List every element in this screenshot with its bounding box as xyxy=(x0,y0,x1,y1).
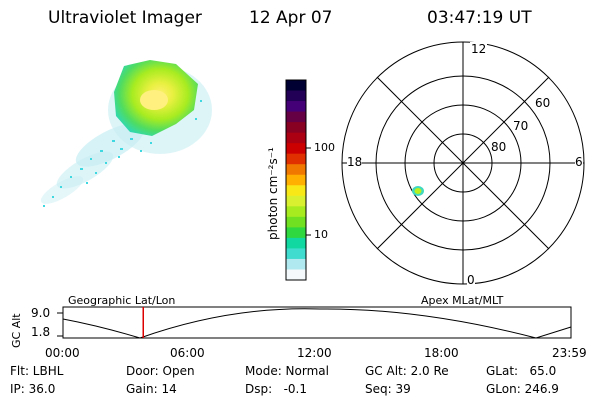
auroral-core xyxy=(140,90,168,110)
colorbar-cell xyxy=(286,101,306,113)
timeline-x-tick-1200: 12:00 xyxy=(297,346,332,360)
colorbar-cell xyxy=(286,132,306,144)
colorbar-cell xyxy=(286,174,306,186)
colorbar-cell xyxy=(286,227,306,239)
timeline-y-tick-max: 9.0 xyxy=(31,306,51,320)
polar-label-dusk: 18 xyxy=(347,155,363,169)
colorbar-cell xyxy=(286,269,306,281)
speckle-noise xyxy=(43,100,202,207)
info-seq: Seq: 39 xyxy=(365,382,411,396)
colorbar-cell xyxy=(286,143,306,155)
colorbar-tick-100: 100 xyxy=(314,141,335,154)
polar-label-dawn: 6 xyxy=(575,155,583,169)
timeline-x-tick-2359: 23:59 xyxy=(552,346,587,360)
info-filter: Flt: LBHL xyxy=(10,364,64,378)
colorbar-cell xyxy=(286,153,306,165)
polar-label-lat80: 80 xyxy=(491,140,507,154)
info-gain: Gain: 14 xyxy=(126,382,177,396)
info-glat: GLat: 65.0 xyxy=(486,364,557,378)
colorbar-cell xyxy=(286,248,306,260)
colorbar-cell xyxy=(286,90,306,102)
colorbar-tick-10: 10 xyxy=(314,228,328,241)
colorbar-cell xyxy=(286,80,306,92)
timeline-x-tick-0600: 06:00 xyxy=(170,346,205,360)
timeline-x-tick-0000: 00:00 xyxy=(45,346,80,360)
colorbar-cell xyxy=(286,111,306,123)
info-dsp: Dsp: -0.1 xyxy=(245,382,308,396)
polar-label-noon: 12 xyxy=(470,42,488,56)
time-label: 03:47:19 UT xyxy=(427,8,532,28)
colorbar-cell xyxy=(286,195,306,207)
colorbar-cell xyxy=(286,122,306,134)
colorbar-cell xyxy=(286,185,306,197)
colorbar-cell xyxy=(286,258,306,270)
altitude-curve xyxy=(62,308,572,339)
colorbar-cell xyxy=(286,237,306,249)
timeline-right-label: Apex MLat/MLT xyxy=(421,294,504,307)
polar-aurora-spot xyxy=(412,186,424,196)
info-mode: Mode: Normal xyxy=(245,364,329,378)
timeline-y-tick-min: 1.8 xyxy=(31,325,51,339)
info-door: Door: Open xyxy=(126,364,195,378)
polar-label-midnight: 0 xyxy=(467,273,475,287)
info-ip: IP: 36.0 xyxy=(10,382,56,396)
colorbar-cell xyxy=(286,206,306,218)
timeline-x-tick-1800: 18:00 xyxy=(424,346,459,360)
polar-label-lat70: 70 xyxy=(513,119,529,133)
info-glon: GLon: 246.9 xyxy=(486,382,559,396)
date-label: 12 Apr 07 xyxy=(249,8,333,28)
polar-label-lat60: 60 xyxy=(535,96,551,110)
timeline-left-label: Geographic Lat/Lon xyxy=(68,294,176,307)
app-title: Ultraviolet Imager xyxy=(48,8,202,28)
info-gc-alt: GC Alt: 2.0 Re xyxy=(365,364,449,378)
colorbar-cell xyxy=(286,164,306,176)
colorbar-cell xyxy=(286,216,306,228)
